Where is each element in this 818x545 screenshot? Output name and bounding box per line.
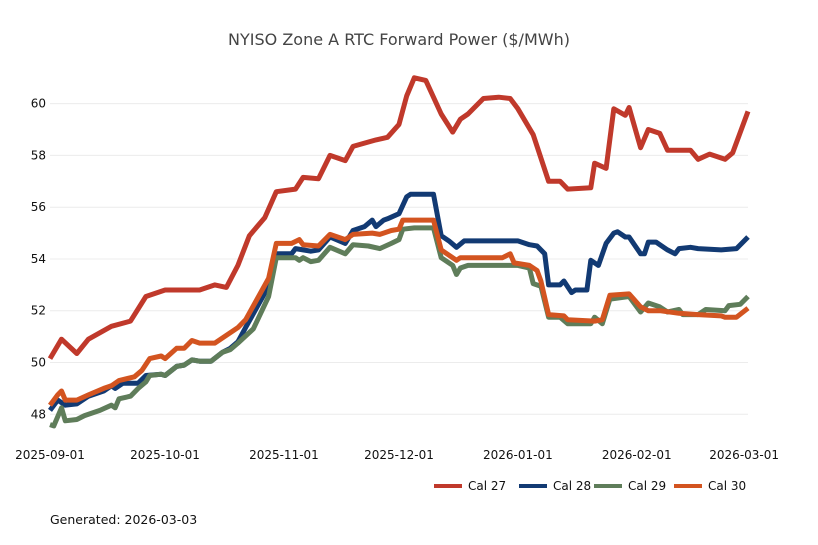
chart-title: NYISO Zone A RTC Forward Power ($/MWh) — [228, 30, 570, 49]
series-line-cal-27 — [47, 75, 751, 360]
series-lines — [47, 75, 751, 429]
x-tick-label: 2025-11-01 — [249, 448, 319, 462]
legend-label: Cal 28 — [553, 479, 591, 493]
y-axis-ticks: 48 50 52 54 56 58 60 — [31, 97, 46, 422]
x-tick-label: 2025-12-01 — [364, 448, 434, 462]
series-line-cal-30 — [47, 217, 750, 407]
y-tick-label: 52 — [31, 304, 46, 318]
x-tick-label: 2026-01-01 — [483, 448, 553, 462]
x-tick-label: 2026-03-01 — [709, 448, 779, 462]
legend-label: Cal 29 — [628, 479, 666, 493]
y-tick-label: 54 — [31, 252, 46, 266]
grid-lines — [50, 103, 748, 415]
x-tick-label: 2026-02-01 — [602, 448, 672, 462]
x-tick-label: 2025-09-01 — [15, 448, 85, 462]
legend-label: Cal 27 — [468, 479, 506, 493]
y-tick-label: 60 — [31, 97, 46, 111]
y-tick-label: 58 — [31, 148, 46, 162]
legend-label: Cal 30 — [708, 479, 746, 493]
y-tick-label: 48 — [31, 407, 46, 421]
legend: Cal 27 Cal 28 Cal 29 Cal 30 — [434, 479, 746, 493]
series-line-cal-29 — [49, 225, 750, 429]
y-tick-label: 50 — [31, 356, 46, 370]
x-axis-ticks: 2025-09-01 2025-10-01 2025-11-01 2025-12-01… — [15, 448, 779, 462]
x-tick-label: 2025-10-01 — [130, 448, 200, 462]
y-tick-label: 56 — [31, 200, 46, 214]
generated-timestamp: Generated: 2026-03-03 — [50, 512, 198, 527]
